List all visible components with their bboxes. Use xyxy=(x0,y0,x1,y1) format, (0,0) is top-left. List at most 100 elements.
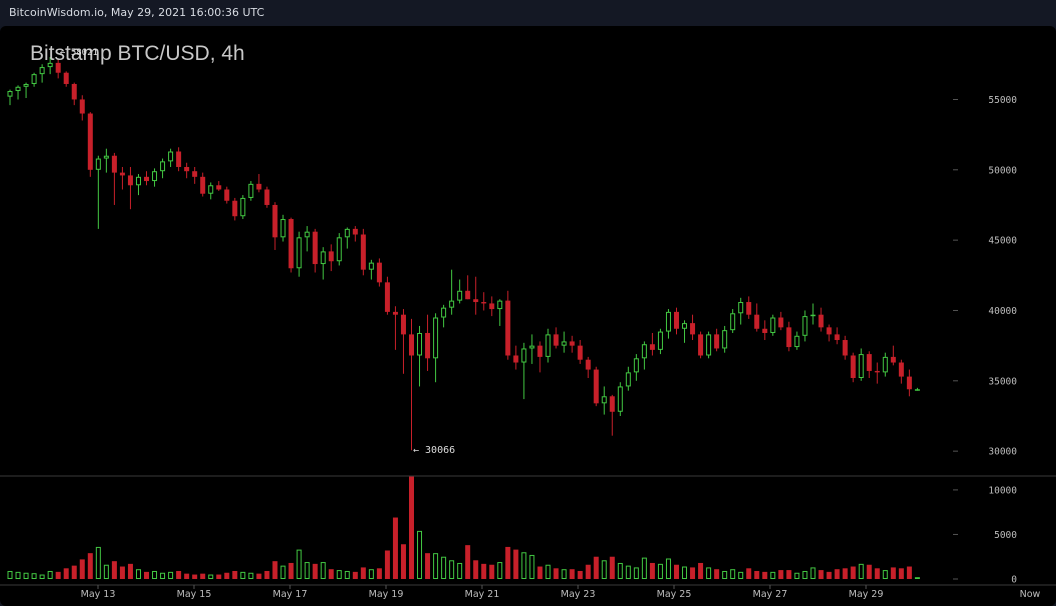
candle-body-down xyxy=(55,62,61,73)
volume-bar-down xyxy=(553,568,559,579)
candle-body-up xyxy=(617,386,623,412)
candle-body-up xyxy=(545,334,551,357)
volume-bar-up xyxy=(545,564,551,580)
candle-body-down xyxy=(698,334,704,356)
candle-body-up xyxy=(914,389,920,391)
volume-bar-up xyxy=(738,571,744,580)
chart-frame[interactable]: 55000 50000 45000 40000 35000 30000 10000 5000 0… xyxy=(0,26,1056,606)
volume-bar-up xyxy=(152,570,158,579)
candle-body-down xyxy=(537,345,543,357)
volume-bar-down xyxy=(673,564,679,579)
candle-body-down xyxy=(144,176,150,182)
volume-tick-label: 10000 xyxy=(988,485,1017,496)
candle-body-down xyxy=(778,317,784,328)
volume-bar-down xyxy=(834,569,840,579)
candle-body-down xyxy=(376,262,382,283)
candlestick-chart[interactable]: 5500050000450004000035000300001000050000… xyxy=(0,26,1056,606)
time-tick-label: May 13 xyxy=(81,589,116,600)
candle-body-up xyxy=(449,300,455,308)
volume-bar-down xyxy=(360,567,366,579)
candle-body-up xyxy=(23,83,29,87)
volume-bar-down xyxy=(826,571,832,579)
volume-bar-up xyxy=(521,552,527,579)
candle-body-up xyxy=(722,330,728,349)
volume-bar-up xyxy=(280,565,286,579)
candle-body-down xyxy=(762,328,768,333)
volume-bar-down xyxy=(87,553,93,579)
time-tick-label: May 21 xyxy=(465,589,500,600)
candle-body-down xyxy=(690,323,696,335)
price-tick-label: 30000 xyxy=(988,447,1017,458)
volume-bar-up xyxy=(208,574,214,580)
candle-body-up xyxy=(641,344,647,359)
volume-bar-up xyxy=(441,556,447,580)
candle-body-down xyxy=(890,356,896,363)
volume-bar-up xyxy=(449,560,455,579)
volume-bar-down xyxy=(874,568,880,579)
volume-bar-up xyxy=(368,569,374,580)
candle-body-up xyxy=(7,91,13,97)
volume-bar-down xyxy=(698,562,704,579)
volume-bar-up xyxy=(320,562,326,580)
volume-bar-up xyxy=(722,570,728,579)
candle-body-up xyxy=(858,354,864,379)
candle-body-down xyxy=(513,355,519,363)
candle-body-up xyxy=(208,185,214,194)
volume-bar-down xyxy=(505,546,511,579)
volume-bar-up xyxy=(706,567,712,579)
volume-bar-down xyxy=(55,571,61,579)
candle-body-down xyxy=(465,290,471,300)
candle-body-up xyxy=(15,86,21,92)
candle-body-up xyxy=(665,311,671,332)
candle-body-down xyxy=(184,166,190,172)
volume-bar-down xyxy=(690,567,696,579)
candle-body-down xyxy=(409,334,414,356)
volume-bars xyxy=(7,476,920,580)
volume-bar-up xyxy=(810,567,816,579)
time-tick-label: May 19 xyxy=(369,589,404,600)
candle-body-down xyxy=(176,151,182,167)
volume-bar-up xyxy=(802,570,808,579)
source-timestamp: BitcoinWisdom.io, May 29, 2021 16:00:36 … xyxy=(9,6,265,19)
candle-body-up xyxy=(39,67,45,75)
candle-body-up xyxy=(497,300,503,310)
candle-body-down xyxy=(224,189,230,201)
candle-body-up xyxy=(657,331,663,350)
volume-bar-down xyxy=(850,566,856,579)
volume-bar-down xyxy=(537,566,543,579)
volume-bar-down xyxy=(786,570,792,579)
candle-body-down xyxy=(79,99,85,114)
volume-bar-up xyxy=(617,562,623,579)
candle-body-down xyxy=(272,204,278,238)
volume-bar-up xyxy=(794,572,800,579)
volume-tick-label: 0 xyxy=(1011,575,1017,586)
volume-bar-down xyxy=(649,562,655,579)
price-candles xyxy=(7,56,920,451)
candle-body-down xyxy=(425,332,431,359)
volume-bar-up xyxy=(248,572,254,579)
candle-body-up xyxy=(168,151,174,162)
candle-body-down xyxy=(898,362,904,377)
axes: 5500050000450004000035000300001000050000… xyxy=(81,95,1041,600)
candle-body-up xyxy=(336,237,342,262)
volume-bar-down xyxy=(569,569,575,579)
candle-body-down xyxy=(609,396,615,412)
volume-bar-down xyxy=(352,571,358,579)
volume-bar-down xyxy=(63,568,69,579)
candle-body-up xyxy=(320,251,326,265)
candle-body-up xyxy=(770,317,776,333)
candle-body-down xyxy=(352,228,358,235)
volume-bar-down xyxy=(144,571,150,579)
candle-body-down xyxy=(328,251,334,262)
candle-body-down xyxy=(256,183,262,190)
candle-body-down xyxy=(288,219,294,269)
volume-bar-down xyxy=(473,560,479,579)
volume-bar-down xyxy=(400,544,406,579)
candle-body-down xyxy=(111,155,117,173)
candle-body-up xyxy=(248,183,254,198)
candle-body-down xyxy=(392,311,398,315)
price-tick-label: 55000 xyxy=(988,95,1017,106)
volume-bar-up xyxy=(103,564,109,580)
volume-bar-down xyxy=(127,563,133,579)
volume-tick-label: 5000 xyxy=(994,530,1017,541)
